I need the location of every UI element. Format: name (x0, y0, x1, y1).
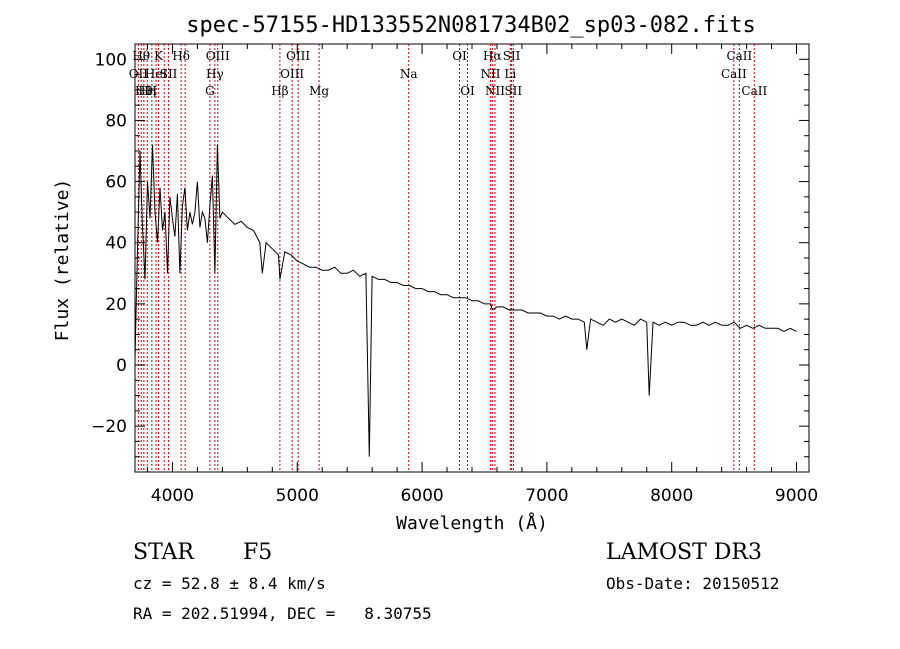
line-marker-label: HeI (145, 67, 168, 81)
x-tick-label: 9000 (775, 486, 818, 506)
line-marker-label: CaII (741, 84, 767, 98)
line-marker-label: Na (400, 67, 418, 81)
line-marker-label: Hγ (206, 67, 224, 81)
line-marker-label: SII (160, 67, 178, 81)
survey-name: LAMOST DR3 (606, 540, 762, 565)
line-marker-label: G (205, 84, 215, 98)
y-tick-label: −20 (91, 417, 127, 437)
line-marker-label: OI (452, 49, 467, 63)
line-marker-label: K (154, 49, 164, 63)
y-tick-label: 100 (95, 50, 127, 70)
chart-title: spec-57155-HD133552N081734B02_sp03-082.f… (186, 13, 756, 38)
x-tick-label: 8000 (650, 486, 693, 506)
line-marker-label: Hδ (172, 49, 190, 63)
spectral-line-labels: OIIHθHθHηHHeIKSIIHδGHγOIIIHβOIIIOIIIMgNa… (129, 49, 768, 98)
coordinates: RA = 202.51994, DEC = 8.30755 (133, 604, 432, 623)
x-tick-label: 6000 (400, 486, 443, 506)
y-tick-label: 40 (105, 234, 127, 254)
line-marker-label: Li (504, 67, 516, 81)
line-marker-label: NII (480, 67, 500, 81)
y-axis-ticks: −20 0 20 40 60 80 100 (91, 50, 809, 458)
line-marker-label: SII (504, 84, 522, 98)
object-class: STAR (133, 540, 194, 565)
y-axis-label: Flux (relative) (52, 179, 73, 342)
line-marker-label: Hθ (132, 49, 150, 63)
y-tick-label: 20 (105, 295, 127, 315)
spectral-line-markers (137, 44, 755, 472)
observation-date: Obs-Date: 20150512 (606, 574, 780, 593)
y-tick-label: 0 (116, 356, 127, 376)
plot-frame (134, 43, 810, 473)
line-marker-label: Hβ (271, 84, 288, 98)
x-tick-label: 4000 (151, 486, 194, 506)
line-marker-label: NII (485, 84, 505, 98)
line-marker-label: OI (460, 84, 475, 98)
line-marker-label: CaII (721, 67, 747, 81)
x-axis-ticks: 4000 5000 6000 7000 8000 9000 (146, 44, 818, 506)
line-marker-label: OII (129, 67, 149, 81)
redshift-velocity: cz = 52.8 ± 8.4 km/s (133, 574, 326, 593)
x-axis-label: Wavelength (Å) (396, 512, 548, 534)
x-tick-label: 7000 (525, 486, 568, 506)
spectrum-chart: spec-57155-HD133552N081734B02_sp03-082.f… (52, 13, 818, 534)
line-marker-label: Hα (483, 49, 502, 63)
object-subclass: F5 (243, 540, 273, 565)
line-marker-label: OIII (286, 49, 310, 63)
line-marker-label: SII (503, 49, 521, 63)
line-marker-label: OIII (206, 49, 230, 63)
line-marker-label: Hη (138, 84, 156, 98)
y-tick-label: 60 (105, 173, 127, 193)
y-tick-label: 80 (105, 111, 127, 131)
line-marker-label: CaII (726, 49, 752, 63)
line-marker-label: H (147, 84, 157, 98)
line-marker-label: Hθ (135, 84, 153, 98)
line-marker-label: Mg (309, 84, 329, 98)
line-marker-label: OIII (280, 67, 304, 81)
x-tick-label: 5000 (276, 486, 319, 506)
spectrum-line (134, 144, 797, 457)
